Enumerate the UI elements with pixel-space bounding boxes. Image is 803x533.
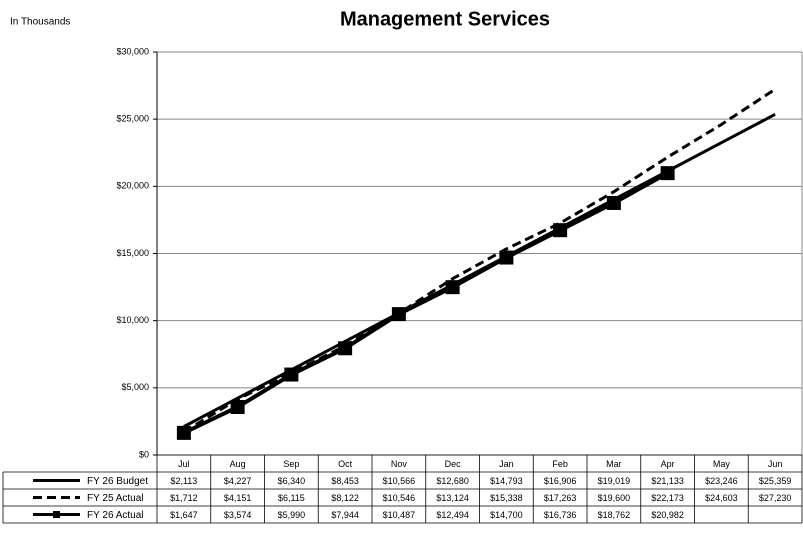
table-value: $22,173 — [651, 493, 684, 503]
table-value: $27,230 — [759, 493, 792, 503]
marker — [230, 399, 245, 414]
table-value: $19,600 — [598, 493, 631, 503]
marker — [176, 425, 191, 440]
marker — [553, 223, 568, 238]
series-line — [183, 87, 776, 434]
y-tick-label: $0 — [139, 449, 149, 459]
y-tick-label: $10,000 — [116, 315, 149, 325]
marker — [391, 307, 406, 322]
chart-subtitle: In Thousands — [10, 17, 70, 28]
table-value: $25,359 — [759, 476, 792, 486]
series-line — [183, 171, 669, 435]
x-tick-label: Sep — [283, 459, 299, 469]
table-value: $17,263 — [544, 493, 577, 503]
x-tick-label: Nov — [391, 459, 408, 469]
table-value: $12,680 — [436, 476, 469, 486]
chart-title: Management Services — [340, 8, 550, 30]
x-tick-label: Dec — [445, 459, 462, 469]
marker — [338, 341, 353, 356]
table-value: $14,700 — [490, 510, 523, 520]
table-value: $8,122 — [331, 493, 359, 503]
table-value: $1,712 — [170, 493, 198, 503]
y-tick-label: $5,000 — [121, 382, 149, 392]
table-value: $16,736 — [544, 510, 577, 520]
table-value: $7,944 — [331, 510, 359, 520]
table-value: $13,124 — [436, 493, 469, 503]
legend-label: FY 26 Budget — [87, 476, 148, 487]
table-value: $15,338 — [490, 493, 523, 503]
table-value: $2,113 — [170, 476, 197, 486]
table-value: $6,115 — [278, 493, 305, 503]
marker — [445, 280, 460, 295]
table-value: $4,227 — [224, 476, 252, 486]
table-value: $14,793 — [490, 476, 523, 486]
y-tick-label: $25,000 — [116, 114, 149, 124]
table-value: $23,246 — [705, 476, 738, 486]
table-value: $21,133 — [651, 476, 684, 486]
table-value: $3,574 — [224, 510, 252, 520]
table-value: $10,566 — [383, 476, 416, 486]
table-value: $4,151 — [224, 493, 252, 503]
table-value: $10,487 — [383, 510, 416, 520]
x-tick-label: Aug — [230, 459, 246, 469]
x-tick-label: May — [713, 459, 731, 469]
x-tick-label: Jun — [768, 459, 783, 469]
table-value: $20,982 — [651, 510, 684, 520]
marker — [284, 367, 299, 382]
marker — [660, 166, 675, 181]
table-value: $16,906 — [544, 476, 577, 486]
x-tick-label: Apr — [661, 459, 675, 469]
x-tick-label: Feb — [552, 459, 568, 469]
x-tick-label: Oct — [338, 459, 353, 469]
marker — [499, 250, 514, 265]
x-tick-label: Mar — [606, 459, 622, 469]
x-tick-label: Jul — [178, 459, 190, 469]
table-value: $19,019 — [598, 476, 631, 486]
table-value: $18,762 — [598, 510, 631, 520]
table-value: $12,494 — [436, 510, 469, 520]
y-tick-label: $15,000 — [116, 248, 149, 258]
table-value: $1,647 — [170, 510, 198, 520]
table-value: $5,990 — [278, 510, 306, 520]
table-value: $6,340 — [278, 476, 306, 486]
legend-label: FY 26 Actual — [87, 510, 144, 521]
table-value: $8,453 — [331, 476, 359, 486]
x-tick-label: Jan — [499, 459, 514, 469]
marker — [606, 195, 621, 210]
legend-marker — [53, 511, 60, 518]
table-value: $10,546 — [383, 493, 416, 503]
y-tick-label: $30,000 — [116, 46, 149, 56]
y-tick-label: $20,000 — [116, 181, 149, 191]
legend-label: FY 25 Actual — [87, 493, 144, 504]
table-value: $24,603 — [705, 493, 738, 503]
